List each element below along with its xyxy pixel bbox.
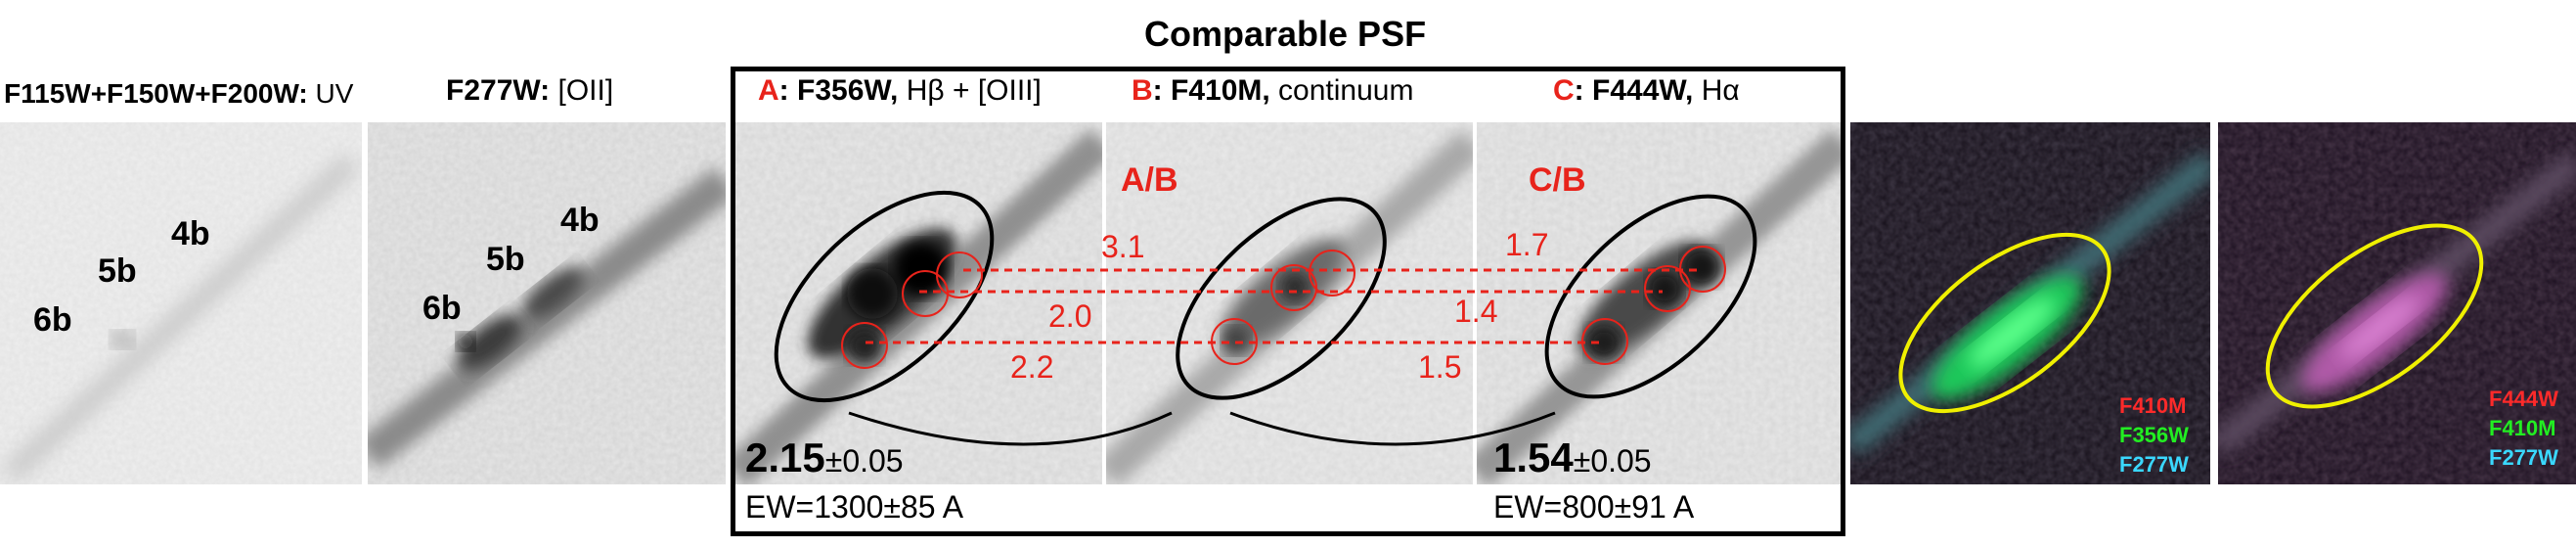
ratio-ab-mid: 2.0	[1048, 298, 1092, 334]
rgb2-legend-cyan: F277W	[2489, 445, 2558, 470]
panel-a-label: A: F356W, Hβ + [OIII]	[758, 74, 1042, 107]
panel-b-knot-circle	[1309, 250, 1355, 297]
panel-a-knot-circle	[902, 270, 949, 317]
panel-a-ew: EW=1300±85 A	[745, 489, 964, 525]
page-title: Comparable PSF	[1144, 14, 1427, 54]
panel-c-ratio-stat: 1.54±0.05	[1493, 434, 1652, 480]
comparable-psf-box	[731, 67, 1845, 536]
panel-b-ellipse	[1176, 197, 1387, 400]
ratio-cb-mid: 1.4	[1454, 294, 1498, 329]
panel-b-label: B: F410M, continuum	[1132, 74, 1414, 107]
uv-image-panel	[0, 122, 362, 484]
panel-a-knot-circle	[841, 322, 888, 369]
oii-image	[368, 122, 726, 484]
rgb1-legend-green: F356W	[2119, 423, 2189, 447]
panel-b-image	[1106, 122, 1473, 484]
oii-knot-4b: 4b	[560, 202, 600, 239]
ratio-ab-top: 3.1	[1101, 229, 1145, 264]
panel-c-knot-circle	[1581, 318, 1628, 365]
ratio-ab-heading: A/B	[1121, 161, 1178, 199]
oii-knot-6b: 6b	[422, 290, 462, 327]
uv-knot-5b: 5b	[98, 252, 137, 290]
oii-image-panel	[368, 122, 726, 484]
panel-a-ratio-stat: 2.15±0.05	[745, 434, 904, 480]
panel-c-label: C: F444W, Hα	[1553, 74, 1740, 107]
rgb2-legend-red: F444W	[2489, 387, 2558, 411]
oii-panel-label: F277W: [OII]	[446, 74, 614, 107]
uv-knot-4b: 4b	[171, 215, 210, 252]
panel-c-ellipse	[1544, 194, 1757, 399]
uv-knot-6b: 6b	[33, 301, 72, 339]
panel-b-knot-circle	[1211, 318, 1258, 365]
rgb1-legend-red: F410M	[2119, 393, 2187, 418]
ratio-ab-bot: 2.2	[1010, 349, 1054, 385]
panel-b-knot-circle	[1270, 264, 1317, 311]
panel-a-image	[735, 122, 1102, 484]
oii-knot-5b: 5b	[486, 241, 525, 278]
panel-c-ew: EW=800±91 A	[1493, 489, 1695, 525]
panel-c-image	[1477, 122, 1843, 484]
arc-b-to-c	[1229, 411, 1556, 446]
ratio-cb-bot: 1.5	[1418, 349, 1462, 385]
arc-a-to-b	[848, 411, 1173, 446]
rgb2-legend-green: F410M	[2489, 416, 2556, 440]
ratio-cb-top: 1.7	[1505, 227, 1549, 262]
panel-c-knot-circle	[1644, 265, 1691, 312]
uv-panel-label: F115W+F150W+F200W: UV	[4, 78, 354, 109]
ratio-cb-heading: C/B	[1529, 161, 1586, 199]
panel-a-ellipse	[774, 190, 995, 403]
uv-image	[0, 122, 362, 484]
rgb-composite-2	[2218, 122, 2576, 484]
rgb-composite-1	[1850, 122, 2210, 484]
rgb1-legend-cyan: F277W	[2119, 452, 2189, 477]
